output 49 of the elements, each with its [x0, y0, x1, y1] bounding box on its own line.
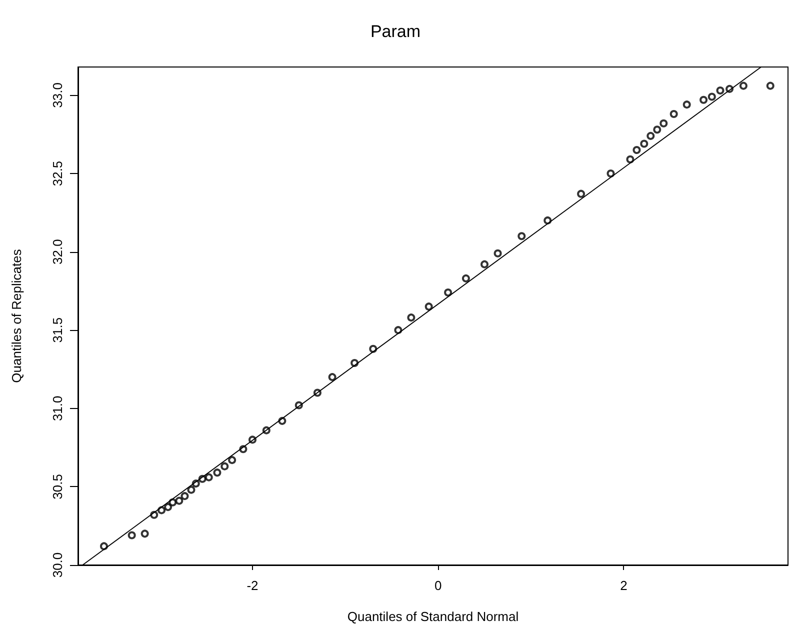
point: [100, 542, 108, 550]
point: [670, 110, 678, 118]
point: [424, 302, 433, 311]
point: [716, 86, 724, 94]
point: [653, 126, 662, 134]
x-tick-label: 2: [620, 578, 628, 593]
point: [444, 288, 452, 297]
y-tick-label: 30.0: [50, 552, 65, 578]
point: [480, 260, 489, 268]
point: [175, 496, 184, 505]
y-tick-label: 32.0: [50, 239, 65, 264]
point: [494, 249, 502, 258]
point: [518, 232, 526, 240]
point: [213, 468, 222, 477]
point: [660, 119, 668, 128]
point: [626, 155, 634, 164]
point: [682, 100, 691, 109]
point: [766, 82, 774, 90]
x-axis-title: Quantiles of Standard Normal: [347, 609, 519, 624]
point: [140, 530, 149, 538]
point: [328, 373, 336, 382]
x-tick-label: 0: [434, 578, 442, 593]
point: [544, 216, 552, 224]
point: [187, 486, 196, 494]
point: [204, 473, 213, 482]
y-tick-label: 31.5: [50, 317, 65, 343]
point: [606, 169, 615, 178]
chart-title: Param: [370, 22, 421, 41]
point: [646, 132, 655, 140]
point: [180, 492, 189, 500]
y-tick-label: 32.5: [50, 160, 65, 186]
point: [220, 462, 229, 470]
point: [640, 140, 648, 148]
y-tick-label: 31.0: [50, 396, 65, 422]
point: [708, 92, 716, 101]
point: [577, 190, 586, 198]
point: [164, 503, 172, 512]
point: [700, 96, 708, 104]
point: [739, 82, 748, 90]
point: [394, 326, 402, 334]
y-tick-label: 33.0: [50, 82, 65, 108]
y-axis-title: Quantiles of Replicates: [9, 248, 24, 383]
point: [228, 456, 236, 464]
point: [407, 314, 416, 322]
point: [632, 146, 641, 154]
x-tick-label: -2: [246, 578, 258, 593]
point: [128, 531, 136, 540]
point: [462, 274, 470, 282]
y-tick-label: 30.5: [50, 474, 65, 500]
